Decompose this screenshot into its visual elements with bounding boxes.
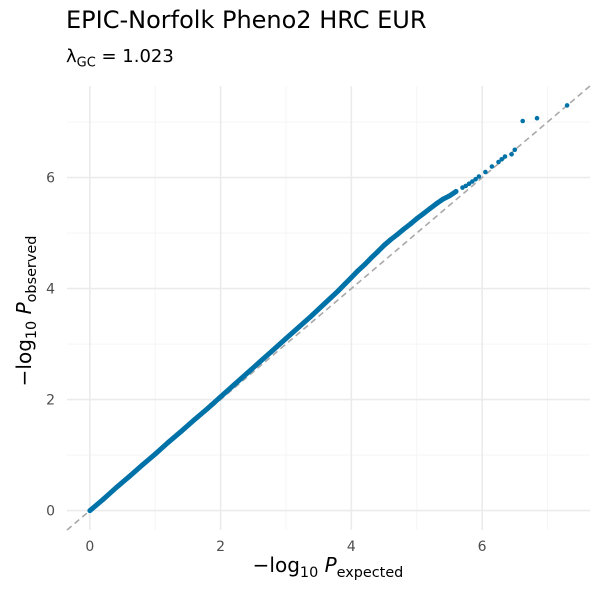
y-tick-label: 6 xyxy=(46,171,55,187)
x-tick-label: 0 xyxy=(85,539,94,555)
chart-title: EPIC-Norfolk Pheno2 HRC EUR xyxy=(66,6,427,34)
qq-point xyxy=(509,152,514,157)
lambda-value: 1.023 xyxy=(122,46,174,67)
x-title-subscript: expected xyxy=(336,565,404,581)
qq-point xyxy=(381,242,387,248)
x-tick-labels: 0 2 4 6 xyxy=(85,539,486,555)
qq-point xyxy=(453,189,459,194)
x-title-variable: P xyxy=(324,553,337,577)
qq-point xyxy=(427,206,433,212)
qq-point xyxy=(447,193,452,199)
qq-point xyxy=(87,508,93,513)
qq-point xyxy=(349,275,354,280)
x-tick-label: 6 xyxy=(478,539,487,555)
qq-point xyxy=(466,181,472,186)
lambda-equals: = xyxy=(95,46,123,67)
y-title-prefix: −log xyxy=(12,339,36,387)
qq-point xyxy=(139,462,145,468)
qq-point xyxy=(564,103,570,108)
qq-point xyxy=(296,324,302,330)
qq-point xyxy=(520,118,525,124)
x-title-base: 10 xyxy=(299,565,319,581)
qq-point xyxy=(401,226,407,232)
qq-point xyxy=(407,221,413,227)
lambda-subscript: GC xyxy=(76,55,96,71)
y-title-subscript: observed xyxy=(24,235,40,303)
qq-point xyxy=(342,281,348,287)
chart-subtitle: λGC = 1.023 xyxy=(66,46,174,71)
lambda-symbol: λ xyxy=(66,46,77,67)
qq-point xyxy=(362,262,367,268)
qq-point xyxy=(499,157,505,162)
y-title-base: 10 xyxy=(24,320,40,340)
qq-point xyxy=(257,359,263,365)
qq-point xyxy=(489,164,495,169)
qq-point xyxy=(335,288,341,294)
qq-point xyxy=(322,300,328,306)
qq-point xyxy=(420,211,426,217)
qq-point xyxy=(205,406,211,411)
x-axis-title: −log10 Pexpected xyxy=(0,553,600,581)
qq-point xyxy=(414,216,420,222)
qq-point xyxy=(534,115,540,121)
major-gridlines xyxy=(67,86,590,530)
qq-point xyxy=(218,394,224,400)
qq-point xyxy=(375,249,380,255)
qq-point xyxy=(355,268,361,274)
x-tick-label: 4 xyxy=(347,539,356,555)
qq-point xyxy=(126,474,132,480)
y-tick-label: 0 xyxy=(46,504,55,520)
y-tick-label: 4 xyxy=(46,282,55,298)
qq-point xyxy=(440,196,446,202)
qq-point xyxy=(473,176,478,182)
qq-point xyxy=(483,169,488,175)
qq-point xyxy=(113,485,119,491)
y-axis-title: −log10 Pobserved xyxy=(12,236,40,387)
y-tick-labels: 0 2 4 6 xyxy=(46,171,55,520)
qq-point xyxy=(231,382,237,388)
data-points xyxy=(87,103,570,514)
qq-point xyxy=(192,417,197,422)
qq-point xyxy=(244,371,250,376)
y-title-variable: P xyxy=(12,302,36,315)
qq-point xyxy=(388,237,393,243)
qq-point xyxy=(470,179,475,184)
qq-point xyxy=(309,312,315,318)
qq-point xyxy=(165,439,171,445)
qq-point xyxy=(496,159,501,165)
y-tick-label: 2 xyxy=(46,393,55,409)
qq-point xyxy=(270,347,276,353)
qq-point xyxy=(368,255,374,261)
qq-point xyxy=(100,497,106,502)
qq-point xyxy=(502,154,508,159)
qq-point xyxy=(394,232,400,238)
qq-point xyxy=(283,336,289,341)
qq-point xyxy=(463,183,469,189)
qq-point xyxy=(179,428,184,434)
x-tick-label: 2 xyxy=(216,539,225,555)
qq-point xyxy=(476,174,482,179)
qq-point xyxy=(434,201,439,207)
x-title-prefix: −log xyxy=(252,553,300,577)
qq-point xyxy=(512,147,518,153)
qq-point xyxy=(152,451,158,457)
